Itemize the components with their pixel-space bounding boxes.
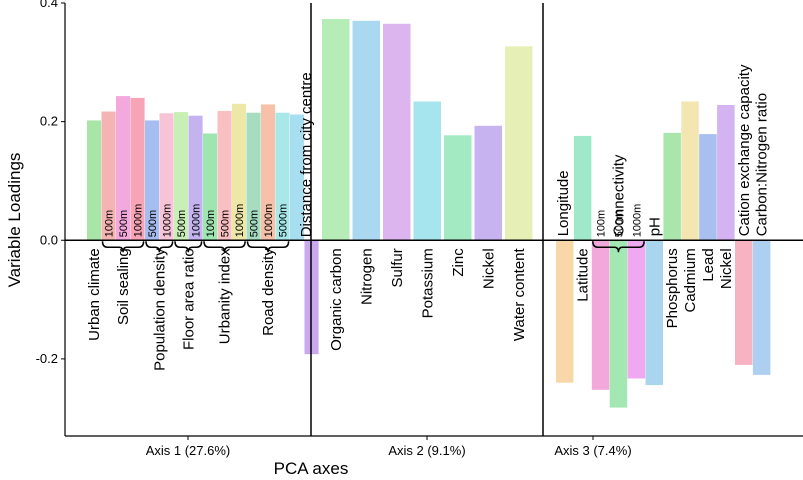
bars-layer	[87, 19, 771, 408]
bar-2-1	[322, 19, 350, 241]
scale-label: 500m	[249, 210, 261, 238]
variable-label: pH	[646, 217, 663, 236]
y-tick-label: -0.2	[36, 351, 58, 366]
bar-3-4	[609, 240, 628, 408]
scale-label: 500m	[118, 210, 130, 238]
scale-label: 500m	[614, 210, 626, 238]
y-tick-label: 0.2	[40, 114, 58, 129]
bar-3-12	[752, 240, 771, 375]
annotation-layer: Urban climate Soil sealing Population dens…	[86, 64, 771, 371]
y-axis-title: Variable Loadings	[5, 153, 24, 288]
bar-3-3	[591, 240, 610, 390]
variable-label: Carbon:Nitrogen ratio	[754, 93, 771, 236]
grouping-brace	[203, 241, 246, 253]
variable-label: Lead	[700, 248, 717, 281]
y-tick-label: 0.0	[40, 232, 58, 247]
variable-label: Cadmium	[682, 248, 699, 312]
y-tick-label: 0.4	[40, 0, 58, 10]
variable-label: Urbanity index	[217, 248, 234, 344]
bar-2-7	[505, 46, 533, 241]
bar-1-5	[145, 120, 160, 241]
bar-1-8	[188, 115, 203, 241]
bar-1-12	[246, 112, 261, 241]
axis-layer: Axis 1 (27.6%) Axis 2 (9.1%) Axis 3 (7.4%)…	[36, 0, 803, 458]
scale-label: 1000m	[191, 204, 203, 238]
bar-3-9	[699, 134, 717, 241]
variable-label: Latitude	[575, 248, 592, 301]
variable-label: Urban climate	[86, 248, 103, 341]
bar-1-6	[159, 113, 174, 241]
scale-label: 100m	[104, 210, 116, 238]
bar-1-13	[261, 104, 276, 241]
variable-label: Zinc	[450, 248, 467, 277]
variable-label: Longitude	[555, 170, 572, 236]
scale-label: 500m	[147, 210, 159, 238]
axis-group-label: Axis 3 (7.4%)	[554, 443, 631, 458]
scale-label: 100m	[205, 210, 217, 238]
variable-label: Water content	[511, 247, 528, 341]
scale-label: 500m	[220, 210, 232, 238]
bar-1-7	[174, 112, 189, 241]
bar-3-11	[735, 240, 753, 365]
variable-label: Phosphorus	[664, 248, 681, 328]
variable-label: Connectivity	[611, 154, 628, 236]
bar-3-8	[681, 101, 699, 241]
variable-label: Nickel	[480, 248, 497, 289]
scale-label: 500m	[176, 210, 188, 238]
bar-2-5	[444, 135, 472, 241]
x-axis-title: PCA axes	[274, 459, 349, 478]
bar-1-9	[203, 133, 218, 241]
bar-3-7	[663, 132, 681, 241]
grouping-brace	[101, 241, 145, 253]
variable-label: Distance from city centre	[298, 72, 315, 237]
grouping-brace	[246, 241, 290, 253]
bar-2-4	[413, 101, 441, 241]
plot-frame	[65, 3, 803, 436]
grouping-brace	[145, 241, 174, 253]
variable-label: Nitrogen	[358, 248, 375, 305]
bar-1-10	[217, 111, 232, 241]
variable-label: Organic carbon	[328, 248, 345, 351]
bar-1-2	[101, 111, 116, 241]
axis-group-label: Axis 2 (9.1%)	[388, 443, 465, 458]
bar-1-4	[130, 97, 145, 241]
variable-label: Road density	[260, 248, 277, 336]
bar-3-10	[717, 105, 735, 241]
bar-1-11	[232, 103, 247, 241]
bar-3-6	[645, 240, 663, 385]
bar-3-1	[556, 240, 574, 383]
scale-label: 100m	[596, 210, 608, 238]
variable-label: Potassium	[419, 248, 436, 318]
variable-label: Cation exchange capacity	[736, 64, 753, 236]
axis-group-label: Axis 1 (27.6%)	[146, 443, 231, 458]
bar-2-6	[474, 125, 502, 241]
variable-label: Nickel	[718, 248, 735, 289]
bar-1-14	[275, 112, 290, 241]
variable-label: Sulfur	[389, 248, 406, 287]
scale-label: 1000m	[162, 204, 174, 238]
scale-label: 5000m	[278, 204, 290, 238]
bar-3-5	[627, 240, 646, 379]
variable-label: Population density	[151, 248, 168, 371]
bar-3-2	[573, 135, 592, 241]
bar-2-2	[352, 20, 380, 241]
variable-label: Soil sealing	[115, 248, 132, 325]
bar-1-15	[290, 114, 305, 241]
scale-label: 1000m	[234, 204, 246, 238]
scale-label: 1000m	[133, 204, 145, 238]
grouping-brace	[174, 241, 203, 253]
scale-label: 1000m	[631, 204, 643, 238]
variable-label: Floor area ratio	[180, 248, 197, 350]
scale-label: 1000m	[263, 204, 275, 238]
grouping-brace	[592, 241, 645, 253]
bar-2-3	[383, 23, 411, 241]
bar-1-3	[116, 96, 131, 241]
bar-1-1	[87, 120, 102, 241]
